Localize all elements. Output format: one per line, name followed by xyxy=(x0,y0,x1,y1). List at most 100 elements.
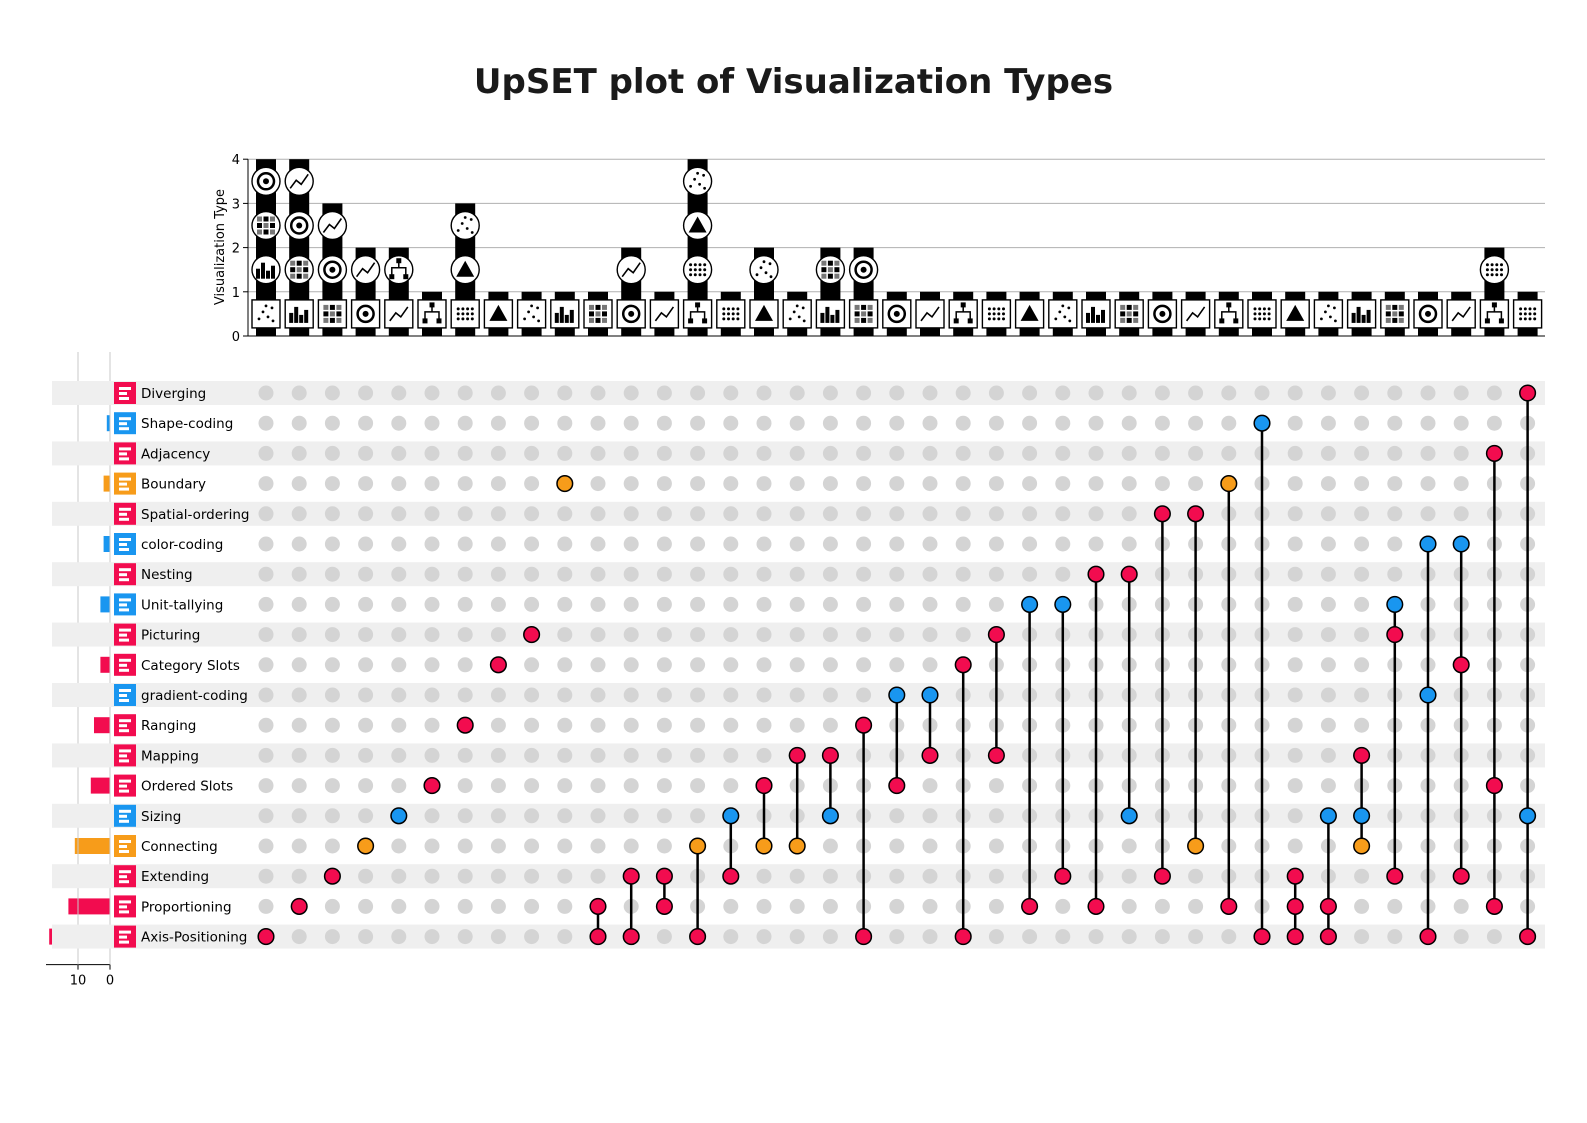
matrix-dot-inactive xyxy=(358,597,373,612)
matrix-dot-inactive xyxy=(1122,899,1137,914)
matrix-dot-inactive xyxy=(425,386,440,401)
icon-mark xyxy=(1362,315,1366,323)
matrix-dot-active xyxy=(989,748,1005,764)
matrix-dot-inactive xyxy=(790,506,805,521)
icon-mark xyxy=(527,311,530,314)
matrix-dot-inactive xyxy=(325,778,340,793)
matrix-dot-inactive xyxy=(1288,839,1303,854)
icon-mark xyxy=(694,273,697,276)
matrix-dot-inactive xyxy=(1055,446,1070,461)
icon-mark xyxy=(1002,307,1005,310)
matrix-dot-active xyxy=(524,627,540,643)
set-icon-glyph xyxy=(119,790,129,793)
matrix-dot-inactive xyxy=(1089,416,1104,431)
matrix-dot-inactive xyxy=(1454,506,1469,521)
matrix-dot-inactive xyxy=(1354,446,1369,461)
matrix-dot-inactive xyxy=(690,718,705,733)
matrix-dot-active xyxy=(491,657,507,673)
icon-mark xyxy=(262,311,265,314)
matrix-dot-inactive xyxy=(1122,446,1137,461)
set-icon-glyph xyxy=(119,910,129,913)
set-icon-glyph xyxy=(119,578,129,581)
set-icon xyxy=(114,684,136,706)
matrix-dot-inactive xyxy=(1221,929,1236,944)
icon-mark xyxy=(1533,312,1536,315)
icon-mark xyxy=(363,311,369,317)
matrix-dot-active xyxy=(291,899,307,915)
matrix-dot-active xyxy=(756,778,772,794)
matrix-dot-inactive xyxy=(591,416,606,431)
matrix-dot-inactive xyxy=(1321,506,1336,521)
chart-type-icon xyxy=(617,256,645,284)
matrix-dot-inactive xyxy=(557,657,572,672)
chart-type-icon xyxy=(850,256,878,284)
matrix-dot-inactive xyxy=(1188,899,1203,914)
matrix-dot-active xyxy=(989,627,1005,643)
matrix-dot-inactive xyxy=(923,386,938,401)
matrix-dot-inactive xyxy=(657,657,672,672)
matrix-dot-inactive xyxy=(325,748,340,763)
set-icon xyxy=(114,533,136,555)
chart-type-icon xyxy=(1016,300,1044,328)
matrix-dot-inactive xyxy=(757,416,772,431)
icon-mark xyxy=(536,307,539,310)
matrix-dot-inactive xyxy=(1122,929,1137,944)
matrix-dot-active xyxy=(657,868,673,884)
matrix-dot-inactive xyxy=(1221,446,1236,461)
matrix-dot-inactive xyxy=(524,657,539,672)
icon-mark xyxy=(727,317,730,320)
matrix-dot-inactive xyxy=(956,386,971,401)
chart-type-icon xyxy=(451,256,479,284)
matrix-dot-inactive xyxy=(657,718,672,733)
matrix-dot-inactive xyxy=(591,839,606,854)
matrix-dot-active xyxy=(1055,868,1071,884)
icon-mark xyxy=(457,312,460,315)
matrix-dot-active xyxy=(1155,868,1171,884)
set-icon xyxy=(114,382,136,404)
set-label: Ordered Slots xyxy=(141,779,233,795)
matrix-dot-inactive xyxy=(458,627,473,642)
set-size-bar xyxy=(68,898,110,914)
icon-mark xyxy=(303,261,308,266)
matrix-dot-inactive xyxy=(491,748,506,763)
matrix-dot-inactive xyxy=(358,476,373,491)
matrix-dot-inactive xyxy=(358,778,373,793)
matrix-dot-inactive xyxy=(292,718,307,733)
matrix-dot-inactive xyxy=(1387,537,1402,552)
matrix-dot-inactive xyxy=(292,386,307,401)
matrix-dot-inactive xyxy=(1055,476,1070,491)
set-label: Category Slots xyxy=(141,658,240,674)
icon-mark xyxy=(296,223,302,229)
matrix-dot-active xyxy=(955,657,971,673)
matrix-dot-inactive xyxy=(1288,688,1303,703)
icon-mark xyxy=(798,316,801,319)
matrix-dot-inactive xyxy=(491,839,506,854)
icon-mark xyxy=(1002,312,1005,315)
icon-mark xyxy=(732,317,735,320)
set-size-bars xyxy=(49,385,110,945)
matrix-dot-inactive xyxy=(823,627,838,642)
icon-mark xyxy=(689,273,692,276)
matrix-dot-inactive xyxy=(1122,869,1137,884)
matrix-dot-inactive xyxy=(591,657,606,672)
matrix-dot-inactive xyxy=(491,929,506,944)
icon-mark xyxy=(961,302,966,307)
icon-mark xyxy=(461,222,464,225)
icon-mark xyxy=(756,273,759,276)
matrix-dot-active xyxy=(1487,446,1503,462)
icon-mark xyxy=(1392,305,1397,310)
matrix-dot-inactive xyxy=(823,657,838,672)
matrix-dot-inactive xyxy=(1387,476,1402,491)
icon-mark xyxy=(855,305,860,310)
chart-type-icon xyxy=(418,300,446,328)
matrix-dot-inactive xyxy=(657,929,672,944)
set-size-bar xyxy=(75,838,110,854)
icon-mark xyxy=(828,261,833,266)
matrix-dot-inactive xyxy=(989,416,1004,431)
matrix-dot-inactive xyxy=(757,899,772,914)
matrix-dot-inactive xyxy=(1122,386,1137,401)
icon-mark xyxy=(264,230,269,235)
icon-frame xyxy=(1182,300,1210,328)
matrix-dot-inactive xyxy=(889,627,904,642)
matrix-dot-inactive xyxy=(989,476,1004,491)
